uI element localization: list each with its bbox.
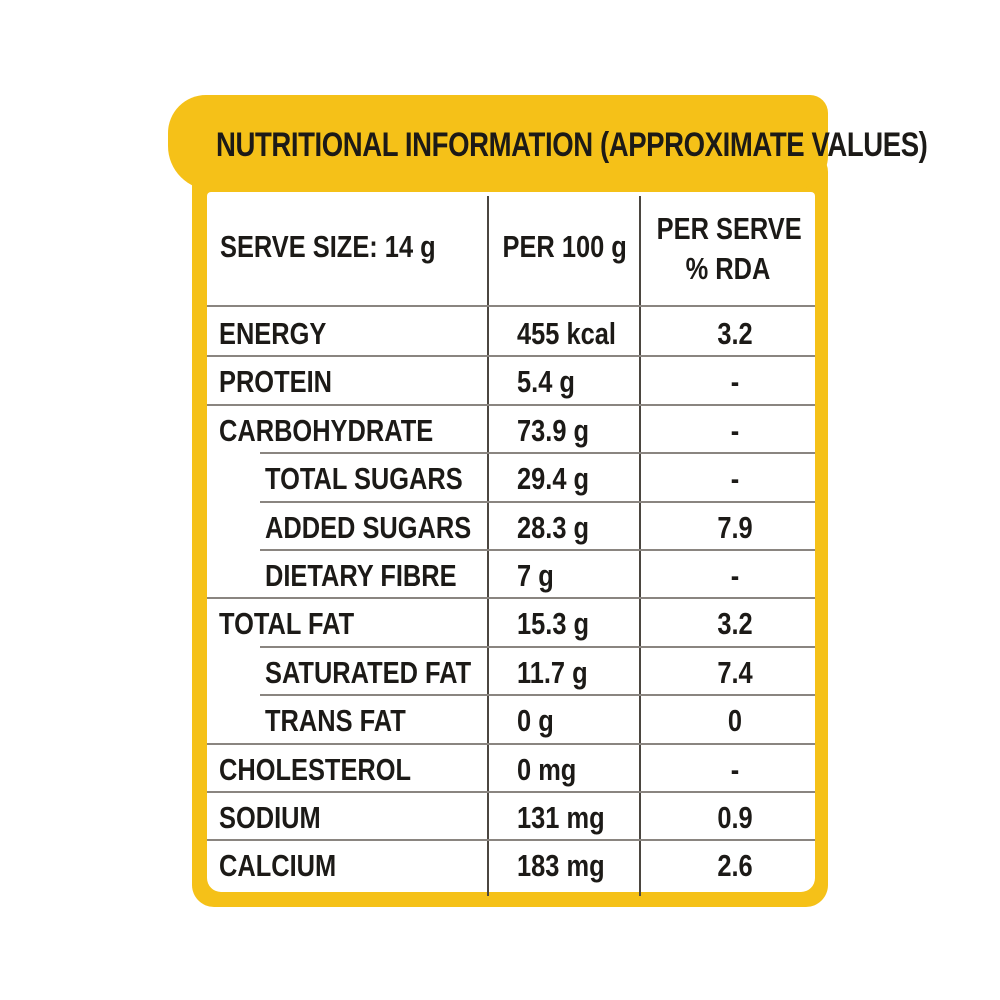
nutrient-per-100g: 0 mg — [517, 751, 577, 787]
column-divider-right — [639, 196, 641, 896]
nutrient-per-100g: 183 mg — [517, 848, 605, 884]
nutrient-rda: 0 — [727, 703, 743, 739]
nutrient-label: DIETARY FIBRE — [265, 558, 457, 593]
nutrient-rda: - — [730, 751, 740, 787]
nutrient-per-100g: 11.7 g — [517, 654, 588, 690]
row-divider — [207, 403, 815, 406]
nutrient-label: SATURATED FAT — [265, 654, 472, 690]
title-band — [168, 95, 828, 190]
row-divider — [260, 694, 815, 697]
row-divider — [207, 355, 815, 358]
row-divider — [260, 549, 815, 551]
nutrient-rda: 2.6 — [717, 848, 753, 884]
nutrient-per-100g: 73.9 g — [517, 412, 590, 448]
nutrient-per-100g: 5.4 g — [517, 364, 575, 400]
nutrient-label: TOTAL FAT — [219, 606, 355, 642]
nutrient-rda: 7.9 — [717, 509, 753, 545]
header-per-100g: PER 100 g — [502, 229, 627, 264]
nutrient-rda: - — [730, 412, 740, 448]
row-divider — [207, 791, 815, 793]
nutrient-per-100g: 131 mg — [517, 800, 605, 835]
nutrient-label: CARBOHYDRATE — [219, 412, 434, 448]
nutrient-rda: 7.4 — [717, 654, 753, 690]
header-per-serve: PER SERVE — [656, 211, 802, 246]
label-title: NUTRITIONAL INFORMATION (APPROXIMATE VAL… — [216, 126, 928, 164]
nutrient-per-100g: 28.3 g — [517, 509, 590, 545]
nutrient-per-100g: 0 g — [517, 703, 554, 739]
nutrient-label: CALCIUM — [219, 848, 337, 884]
header-divider — [207, 305, 815, 307]
row-divider — [260, 452, 815, 455]
nutrient-label: TOTAL SUGARS — [265, 461, 463, 497]
row-divider — [260, 645, 815, 648]
nutrient-label: ENERGY — [219, 316, 327, 351]
nutrient-per-100g: 15.3 g — [517, 606, 590, 642]
nutrient-per-100g: 7 g — [517, 558, 554, 593]
nutrient-label: PROTEIN — [219, 364, 332, 400]
row-divider — [207, 742, 815, 745]
row-divider — [207, 839, 815, 842]
nutrition-table — [207, 192, 815, 892]
nutrient-label: ADDED SUGARS — [265, 509, 472, 545]
nutrient-label: TRANS FAT — [265, 703, 406, 739]
nutrient-rda: 3.2 — [717, 316, 753, 351]
nutrient-rda: 3.2 — [717, 606, 753, 642]
nutrient-per-100g: 455 kcal — [517, 316, 616, 351]
nutrient-rda: - — [730, 461, 740, 497]
nutrient-per-100g: 29.4 g — [517, 461, 590, 497]
header-serve-size: SERVE SIZE: 14 g — [220, 229, 436, 264]
nutrient-rda: - — [730, 364, 740, 400]
column-divider-left — [487, 196, 489, 896]
row-divider — [260, 500, 815, 503]
header-rda: % RDA — [685, 251, 771, 286]
nutrient-label: SODIUM — [219, 800, 321, 835]
nutrient-rda: 0.9 — [717, 800, 753, 835]
nutrient-label: CHOLESTEROL — [219, 751, 412, 787]
nutrient-rda: - — [730, 558, 740, 593]
row-divider — [207, 597, 815, 600]
